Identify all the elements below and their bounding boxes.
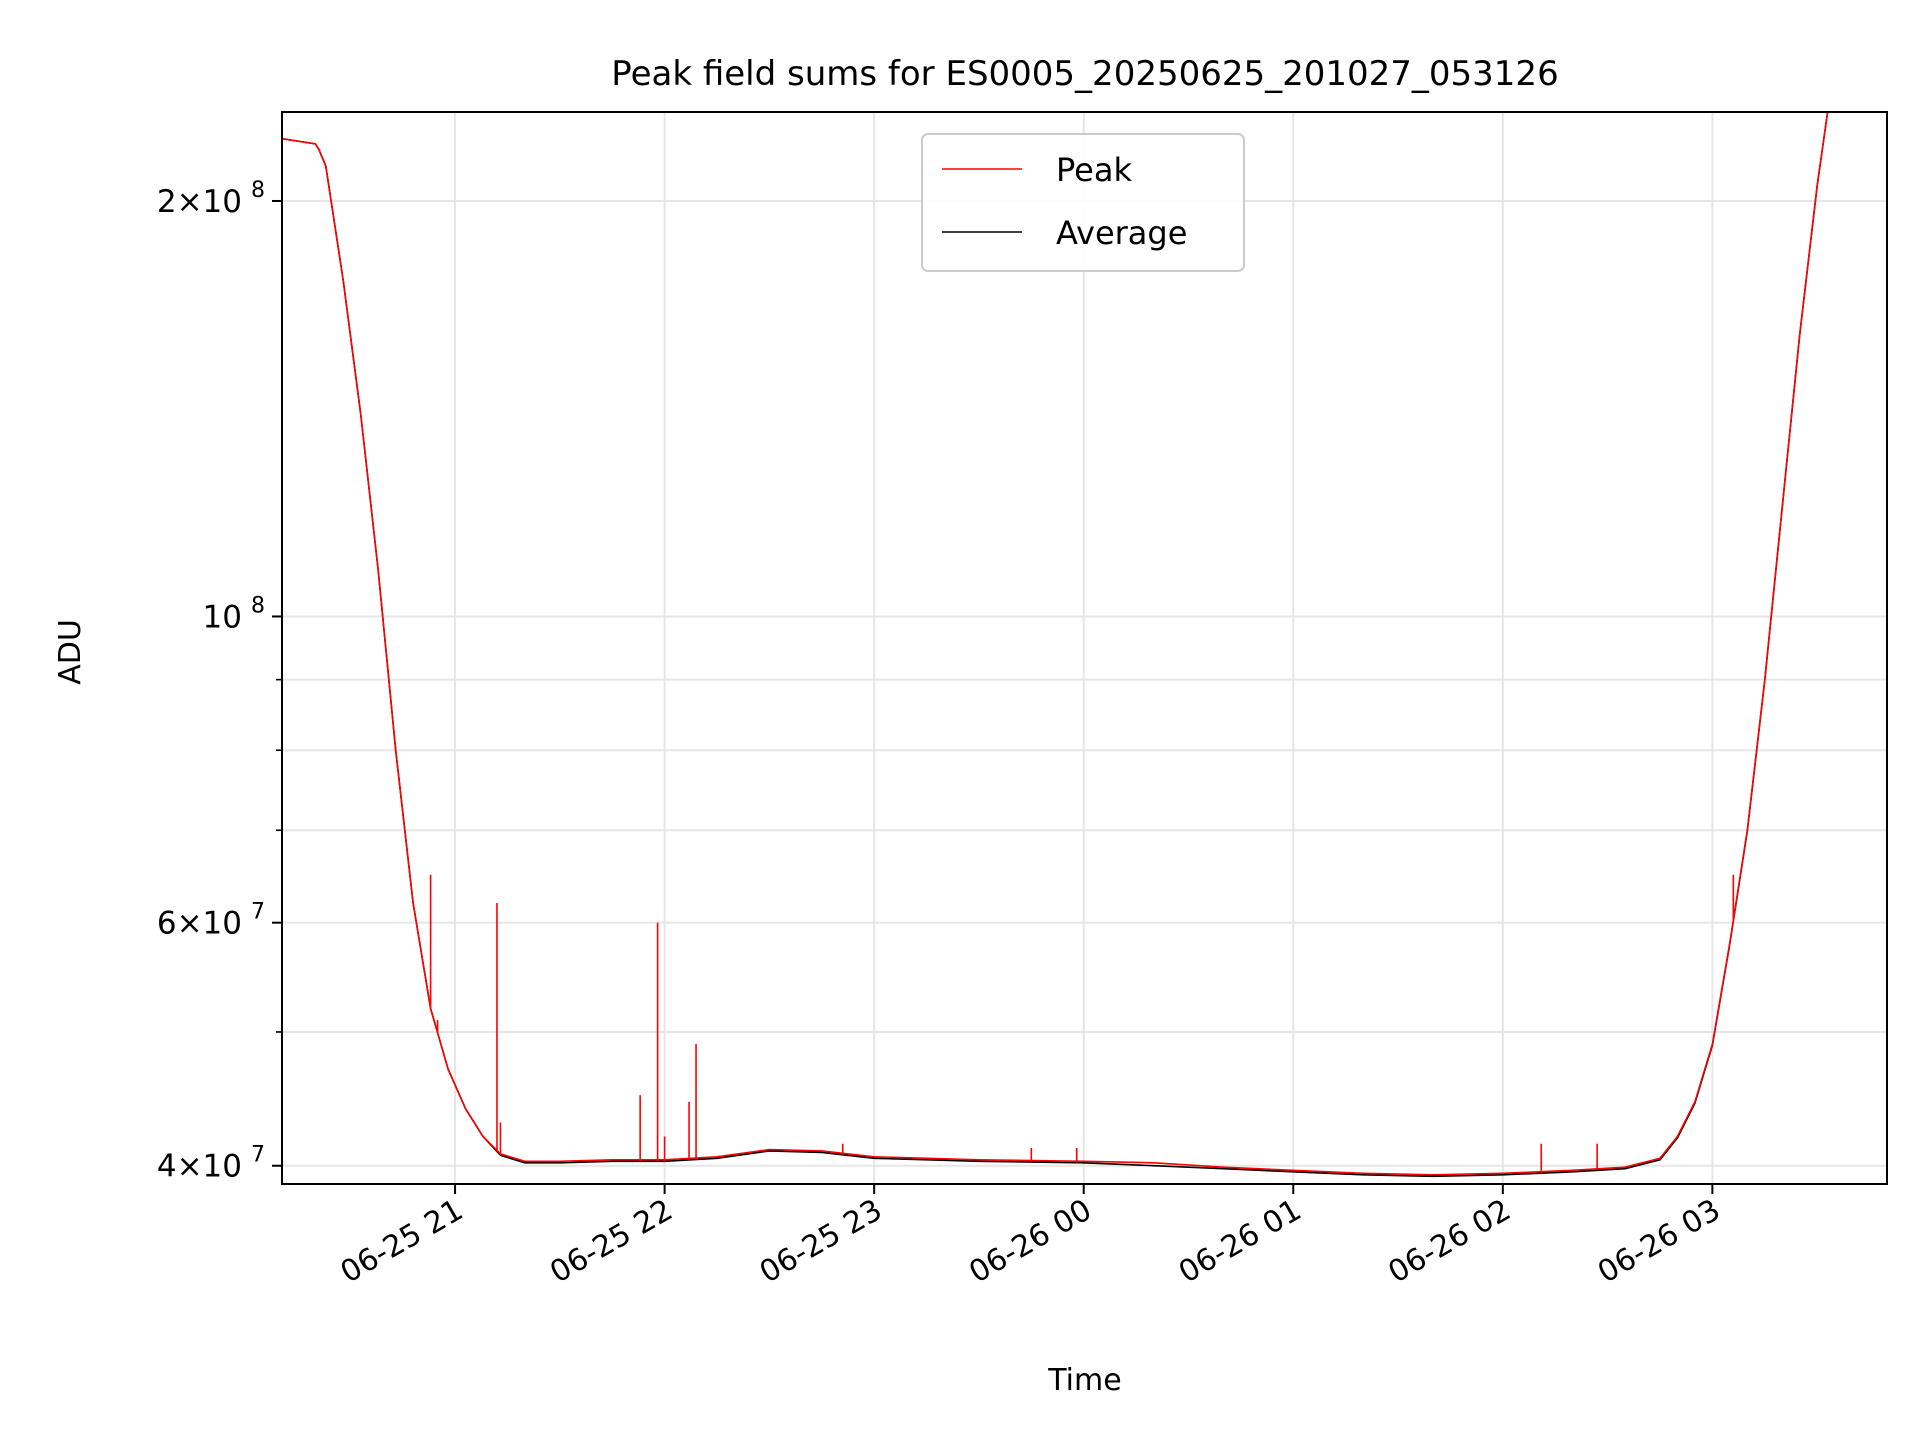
legend: Peak Average bbox=[921, 133, 1245, 272]
y-tick-exponent: 8 bbox=[251, 178, 265, 203]
y-tick-exponent: 8 bbox=[251, 593, 265, 618]
legend-average-label: Average bbox=[1056, 214, 1187, 252]
grid bbox=[282, 112, 1887, 1184]
axis-ticks: 06-25 21 06-25 22 06-25 23 06-26 00 06-26 01… bbox=[157, 178, 1727, 1290]
series-line-peak bbox=[282, 112, 1829, 1176]
y-tick-exponent: 7 bbox=[251, 1143, 265, 1168]
x-tick-label: 06-26 00 bbox=[963, 1193, 1097, 1291]
y-tick-label: 10 bbox=[203, 599, 242, 635]
y-tick-label: 6×10 bbox=[157, 906, 242, 942]
legend-peak-label: Peak bbox=[1056, 151, 1132, 189]
x-tick-label: 06-25 22 bbox=[544, 1193, 678, 1291]
x-axis-label: Time bbox=[1047, 1363, 1121, 1398]
y-axis-label: ADU bbox=[53, 619, 88, 685]
x-tick-label: 06-25 21 bbox=[335, 1193, 469, 1291]
x-tick-label: 06-25 23 bbox=[754, 1193, 888, 1291]
x-tick-label: 06-26 03 bbox=[1592, 1193, 1726, 1291]
y-tick-exponent: 7 bbox=[251, 900, 265, 925]
chart-title: Peak field sums for ES0005_20250625_2010… bbox=[611, 54, 1558, 94]
y-tick-label: 2×10 bbox=[157, 184, 242, 220]
x-tick-label: 06-26 01 bbox=[1173, 1193, 1307, 1291]
series-lines bbox=[282, 112, 1829, 1178]
x-tick-label: 06-26 02 bbox=[1383, 1193, 1517, 1291]
y-tick-label: 4×10 bbox=[157, 1149, 242, 1185]
